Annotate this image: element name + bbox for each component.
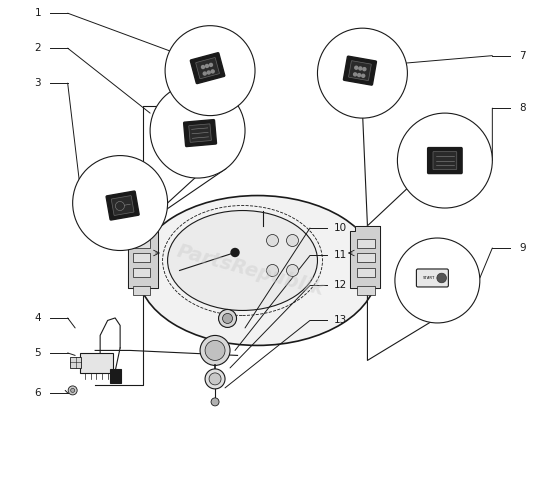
Circle shape: [205, 341, 225, 360]
Text: 6: 6: [34, 388, 41, 398]
Ellipse shape: [167, 210, 318, 311]
FancyBboxPatch shape: [417, 269, 449, 287]
Bar: [133, 254, 151, 263]
Circle shape: [218, 310, 236, 328]
Ellipse shape: [138, 195, 377, 345]
Text: PartsRepublik: PartsRepublik: [174, 241, 326, 299]
Text: 12: 12: [333, 281, 347, 291]
Circle shape: [71, 388, 74, 392]
Text: 13: 13: [333, 316, 347, 326]
Text: 4: 4: [34, 313, 41, 323]
Circle shape: [363, 68, 366, 71]
Text: 7: 7: [519, 51, 526, 61]
Circle shape: [202, 66, 204, 69]
Circle shape: [150, 83, 245, 178]
FancyBboxPatch shape: [433, 152, 457, 169]
Text: 3: 3: [34, 78, 41, 88]
FancyBboxPatch shape: [343, 56, 376, 85]
Circle shape: [267, 234, 278, 246]
Circle shape: [358, 74, 361, 77]
Circle shape: [398, 113, 492, 208]
Bar: [357, 238, 375, 247]
Circle shape: [362, 74, 365, 77]
Text: START: START: [423, 276, 436, 280]
Circle shape: [355, 66, 358, 69]
FancyBboxPatch shape: [184, 120, 217, 147]
Text: 9: 9: [519, 243, 526, 253]
Circle shape: [73, 156, 167, 250]
Circle shape: [205, 369, 225, 389]
Circle shape: [211, 70, 214, 73]
Circle shape: [395, 238, 480, 323]
Text: 11: 11: [333, 250, 347, 261]
Circle shape: [318, 28, 408, 118]
Circle shape: [231, 248, 239, 257]
FancyBboxPatch shape: [348, 61, 371, 81]
Circle shape: [211, 398, 219, 406]
Text: 5: 5: [34, 348, 41, 358]
Text: 8: 8: [519, 103, 526, 113]
Circle shape: [359, 67, 362, 70]
FancyBboxPatch shape: [111, 195, 134, 215]
Bar: [133, 287, 151, 296]
Bar: [357, 287, 375, 296]
Text: 2: 2: [34, 43, 41, 53]
Text: 10: 10: [333, 223, 347, 233]
FancyBboxPatch shape: [428, 148, 462, 173]
Circle shape: [287, 265, 298, 277]
Polygon shape: [128, 225, 158, 288]
FancyBboxPatch shape: [106, 191, 139, 220]
Polygon shape: [350, 225, 380, 288]
Circle shape: [68, 386, 77, 395]
Bar: [133, 238, 151, 247]
Circle shape: [206, 65, 208, 68]
FancyBboxPatch shape: [196, 58, 220, 79]
Circle shape: [353, 73, 357, 76]
Circle shape: [207, 71, 210, 74]
Circle shape: [222, 314, 232, 324]
Circle shape: [209, 64, 212, 67]
Bar: [357, 269, 375, 278]
Circle shape: [287, 234, 298, 246]
Circle shape: [267, 265, 278, 277]
FancyBboxPatch shape: [190, 53, 225, 84]
Bar: [80, 353, 113, 373]
FancyBboxPatch shape: [189, 124, 211, 142]
Bar: [133, 269, 151, 278]
Circle shape: [165, 26, 255, 116]
Circle shape: [203, 72, 206, 75]
Bar: [70, 357, 81, 368]
Text: 1: 1: [34, 8, 41, 18]
Circle shape: [437, 273, 446, 283]
Circle shape: [200, 336, 230, 365]
Bar: [110, 369, 121, 383]
Circle shape: [209, 373, 221, 385]
Bar: [357, 254, 375, 263]
